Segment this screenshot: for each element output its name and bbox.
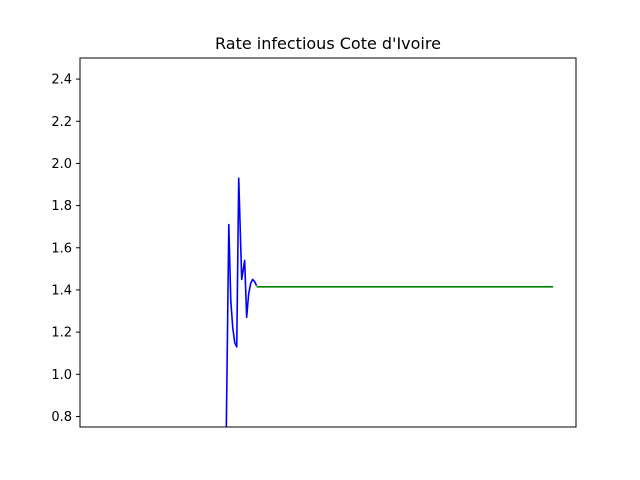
series-line-1 bbox=[225, 177, 258, 427]
chart-title: Rate infectious Cote d'Ivoire bbox=[215, 34, 441, 53]
y-tick-label: 2.2 bbox=[51, 115, 72, 130]
y-tick-label: 2.0 bbox=[51, 157, 72, 172]
y-tick-label: 1.4 bbox=[51, 283, 72, 298]
y-tick-label: 1.8 bbox=[51, 199, 72, 214]
plot-area bbox=[79, 57, 577, 428]
series-layer bbox=[225, 177, 554, 427]
y-axis: 0.8 1.0 1.2 1.4 1.6 1.8 2.0 2.2 2.4 bbox=[51, 73, 80, 425]
y-tick-label: 1.0 bbox=[51, 368, 72, 383]
y-tick-label: 1.2 bbox=[51, 326, 72, 341]
y-tick-label: 0.8 bbox=[51, 410, 72, 425]
y-tick-label: 1.6 bbox=[51, 241, 72, 256]
y-tick-label: 2.4 bbox=[51, 73, 72, 88]
